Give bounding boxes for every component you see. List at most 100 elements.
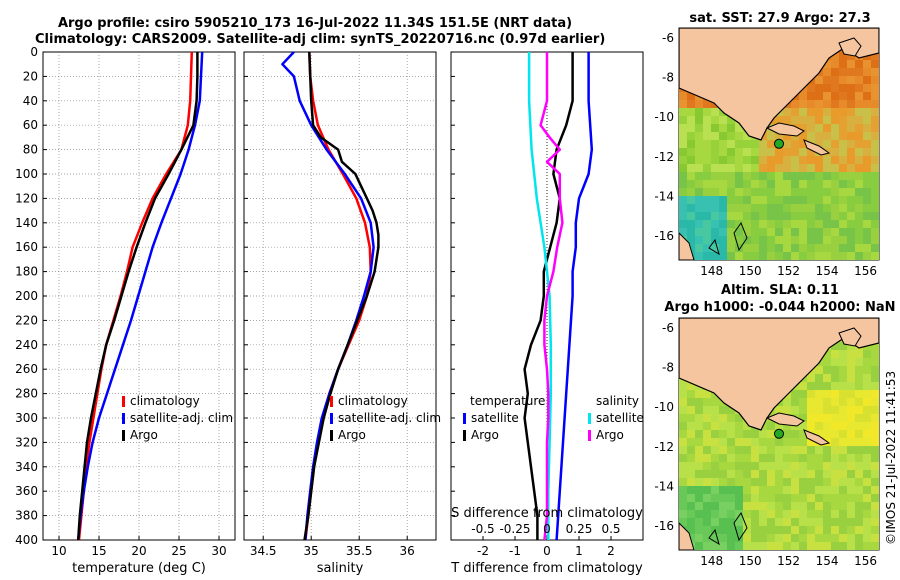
sst-map-cell bbox=[695, 172, 703, 180]
sla-map-cell bbox=[687, 398, 695, 406]
sla-map-cell bbox=[759, 486, 767, 494]
sla-map-cell bbox=[703, 470, 711, 478]
sst-map-cell bbox=[711, 116, 719, 124]
sst-map-cell bbox=[871, 68, 879, 76]
sst-map-cell bbox=[751, 220, 759, 228]
sla-map-cell bbox=[695, 430, 703, 438]
sst-map-cell bbox=[679, 204, 687, 212]
sst-map-cell bbox=[727, 188, 735, 196]
sla-map-cell bbox=[743, 534, 751, 542]
panel-0-xtick-label: 15 bbox=[91, 544, 106, 558]
sst-map-cell bbox=[751, 204, 759, 212]
sla-map-cell bbox=[863, 446, 871, 454]
sla-map-cell bbox=[767, 542, 775, 550]
sla-map-cell bbox=[703, 446, 711, 454]
sst-map-cell bbox=[823, 164, 831, 172]
sla-map-cell bbox=[727, 470, 735, 478]
sst-map-cell bbox=[679, 92, 687, 100]
sla-map-cell bbox=[767, 510, 775, 518]
sst-map-cell bbox=[863, 180, 871, 188]
sst-map-cell bbox=[711, 164, 719, 172]
sla-map-cell bbox=[743, 494, 751, 502]
sst-map-cell bbox=[815, 204, 823, 212]
sla-map-cell bbox=[855, 502, 863, 510]
sst-map-cell bbox=[743, 236, 751, 244]
sla-map-cell bbox=[871, 478, 879, 486]
sst-map-cell bbox=[807, 156, 815, 164]
sst-map-cell bbox=[751, 156, 759, 164]
sla-map-cell bbox=[759, 470, 767, 478]
sla-map-cell bbox=[743, 502, 751, 510]
sst-map-cell bbox=[863, 92, 871, 100]
sla-map-cell bbox=[719, 462, 727, 470]
sst-map-cell bbox=[783, 228, 791, 236]
sla-map-cell bbox=[799, 534, 807, 542]
sst-map-cell bbox=[791, 228, 799, 236]
sla-map-cell bbox=[679, 438, 687, 446]
diff-legend-temp-label: satellite bbox=[471, 411, 519, 425]
sst-map-cell bbox=[831, 204, 839, 212]
sst-map-cell bbox=[687, 100, 695, 108]
sla-map-cell bbox=[703, 494, 711, 502]
sst-map-cell bbox=[751, 196, 759, 204]
sst-map-cell bbox=[807, 252, 815, 260]
sst-map-cell bbox=[791, 204, 799, 212]
sla-map-cell bbox=[679, 470, 687, 478]
sla-map-cell bbox=[679, 510, 687, 518]
sst-map-cell bbox=[855, 156, 863, 164]
sst-map-cell bbox=[815, 100, 823, 108]
sla-map-cell bbox=[815, 446, 823, 454]
sst-map-cell bbox=[775, 220, 783, 228]
sst-map-cell bbox=[783, 132, 791, 140]
sst-map-cell bbox=[839, 244, 847, 252]
sst-map-cell bbox=[719, 132, 727, 140]
sst-map-cell bbox=[767, 196, 775, 204]
panel-0-xlabel: temperature (deg C) bbox=[72, 561, 206, 576]
sst-map-cell bbox=[871, 76, 879, 84]
sst-map-cell bbox=[823, 60, 831, 68]
sst-map-cell bbox=[759, 180, 767, 188]
land-australia bbox=[679, 522, 695, 550]
sla-map-cell bbox=[815, 366, 823, 374]
sla-map-cell bbox=[759, 510, 767, 518]
sla-map-cell bbox=[815, 502, 823, 510]
sst-map-cell bbox=[799, 148, 807, 156]
sla-map-cell bbox=[791, 510, 799, 518]
ytick-label: 160 bbox=[15, 240, 38, 254]
sst-map-cell bbox=[783, 172, 791, 180]
sst-map-cell bbox=[831, 100, 839, 108]
sla-map-cell bbox=[727, 526, 735, 534]
sla-map-cell bbox=[863, 406, 871, 414]
sla-map-cell bbox=[695, 414, 703, 422]
sst-map-cell bbox=[799, 228, 807, 236]
sla-map-cell bbox=[831, 406, 839, 414]
sla-map-cell bbox=[847, 382, 855, 390]
sla-map-cell bbox=[871, 414, 879, 422]
sst-map-cell bbox=[799, 124, 807, 132]
sla-map-cell bbox=[767, 462, 775, 470]
sst-map-cell bbox=[759, 172, 767, 180]
sla-map-cell bbox=[783, 502, 791, 510]
sst-map-cell bbox=[695, 188, 703, 196]
sst-map-cell bbox=[815, 140, 823, 148]
sst-map-cell bbox=[831, 52, 839, 60]
sla-map-cell bbox=[807, 478, 815, 486]
sst-map-cell bbox=[871, 244, 879, 252]
sla-map-cell bbox=[855, 374, 863, 382]
sla-map-cell bbox=[855, 358, 863, 366]
sla-map-cell bbox=[791, 462, 799, 470]
ytick-label: 200 bbox=[15, 289, 38, 303]
panel-2-xtick-label: 2 bbox=[607, 544, 615, 558]
sla-map-cell bbox=[695, 438, 703, 446]
sla-map-cell bbox=[703, 398, 711, 406]
sla-map-cell bbox=[847, 502, 855, 510]
sla-map-cell bbox=[775, 542, 783, 550]
sla-map-cell bbox=[871, 470, 879, 478]
sst-map-cell bbox=[791, 188, 799, 196]
panel-0-xtick-label: 30 bbox=[211, 544, 226, 558]
sla-map-axes-ytick-label: -6 bbox=[662, 321, 674, 335]
sla-map-cell bbox=[695, 502, 703, 510]
reef-outline bbox=[733, 511, 748, 542]
sal-legend-label: satellite-adj. clim bbox=[338, 411, 441, 425]
sla-map-cell bbox=[711, 494, 719, 502]
